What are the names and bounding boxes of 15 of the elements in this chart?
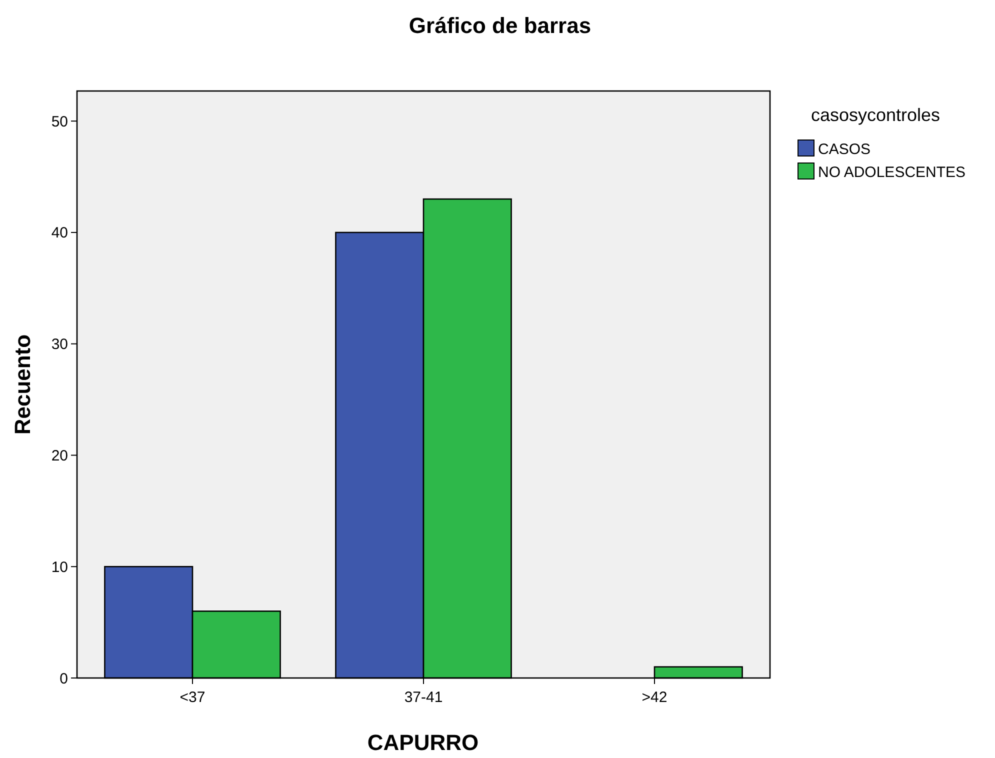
legend-label: CASOS <box>818 141 871 158</box>
x-tick-label: >42 <box>642 689 668 706</box>
x-axis-title: CAPURRO <box>367 730 479 755</box>
legend-label: NO ADOLESCENTES <box>818 164 966 181</box>
y-tick-label: 20 <box>51 447 68 464</box>
x-tick-label: <37 <box>180 689 206 706</box>
y-tick-label: 50 <box>51 113 68 130</box>
x-tick-label: 37-41 <box>404 689 443 706</box>
y-axis-title: Recuento <box>10 334 35 435</box>
y-tick-label: 30 <box>51 336 68 354</box>
legend-title: casosycontroles <box>811 105 940 125</box>
chart-title: Gráfico de barras <box>408 13 592 38</box>
y-tick-label: 10 <box>51 558 68 576</box>
y-tick-label: 0 <box>60 670 68 688</box>
y-tick-label: 40 <box>51 224 68 242</box>
